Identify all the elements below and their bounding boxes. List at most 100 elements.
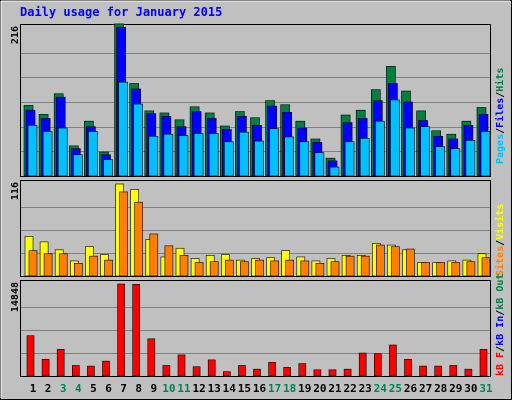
sites-bar <box>481 257 491 277</box>
kbytes-bar <box>449 365 458 377</box>
pages-bar <box>163 133 174 177</box>
x-axis-labels: 1 2 3 4 5 6 7 8 9 10 11 12 13 14 15 16 17 18 19 20 21 22 23 24 2… <box>30 382 493 395</box>
legend-sep: / <box>495 128 506 134</box>
sites-bar <box>406 248 415 277</box>
legend-kb-in: kB In <box>495 316 506 346</box>
kbytes-bar <box>328 369 337 377</box>
sites-bar <box>58 253 68 277</box>
kbytes-bar <box>177 354 186 377</box>
pages-bar <box>284 136 295 177</box>
kbytes-bar <box>283 367 292 377</box>
x-tick-label: 15 <box>238 382 251 395</box>
bottom-panel <box>20 280 491 377</box>
x-tick-label: 10 <box>162 382 175 395</box>
pages-bar <box>314 152 325 177</box>
pages-bar <box>435 146 446 177</box>
legend-visits: Visits <box>494 204 506 240</box>
x-tick-label: 4 <box>75 382 82 395</box>
pages-bar <box>57 127 68 177</box>
sites-bar <box>74 263 83 277</box>
sites-bar <box>466 261 476 277</box>
pages-bar <box>299 141 310 177</box>
pages-bar <box>239 131 249 177</box>
sites-bar <box>300 260 310 277</box>
sites-bar <box>28 250 38 277</box>
sites-bar <box>421 262 430 277</box>
sites-bar <box>104 259 113 277</box>
pages-bar <box>73 154 83 177</box>
kbytes-bar <box>56 349 65 377</box>
sites-bar <box>436 262 446 277</box>
kbytes-bar <box>464 368 473 377</box>
bottom-y-max-label: 14848 <box>10 282 21 312</box>
kbytes-bar <box>479 349 488 377</box>
pages-bar <box>465 140 476 177</box>
kbytes-bar <box>313 369 322 377</box>
kbytes-bar <box>147 338 156 377</box>
bottom-legend: kB F/kB In/kB Out <box>495 274 506 376</box>
sites-bar <box>391 246 400 277</box>
kbytes-bar <box>72 365 80 377</box>
sites-bar <box>209 261 219 277</box>
x-tick-label: 13 <box>208 382 221 395</box>
kbytes-bar <box>253 368 261 377</box>
legend-hits: Hits <box>494 68 506 92</box>
legend-sep: / <box>495 240 506 246</box>
pages-bar <box>133 103 143 177</box>
x-tick-label: 26 <box>404 382 418 395</box>
pages-bar <box>103 159 113 177</box>
pages-bar <box>224 141 234 177</box>
legend-sep: / <box>495 310 506 316</box>
sites-bar <box>43 253 53 277</box>
x-tick-label: 17 <box>268 382 281 395</box>
sites-bar <box>89 255 98 277</box>
sites-bar <box>164 245 174 277</box>
pages-bar <box>254 140 264 177</box>
sites-bar <box>270 260 279 277</box>
sites-bar <box>149 233 159 277</box>
kbytes-bar <box>102 360 110 377</box>
x-tick-label: 6 <box>105 382 112 395</box>
kbytes-bar <box>404 358 412 377</box>
x-tick-label: 24 <box>374 382 388 395</box>
sites-bar <box>194 262 204 277</box>
x-tick-label: 18 <box>283 382 296 395</box>
top-legend: Pages/Files/Hits <box>494 68 506 164</box>
x-tick-label: 2 <box>45 382 52 395</box>
kbytes-bar <box>192 366 201 377</box>
x-tick-label: 7 <box>120 382 127 395</box>
x-tick-label: 29 <box>449 382 462 395</box>
legend-kb-f: kB F <box>495 352 506 376</box>
legend-kb-out: kB Out <box>495 274 506 310</box>
pages-bar <box>88 131 98 177</box>
x-tick-label: 23 <box>359 382 372 395</box>
kbytes-bar <box>132 283 140 377</box>
x-tick-label: 19 <box>298 382 311 395</box>
middle-y-max-label: 116 <box>10 182 21 200</box>
legend-sep: / <box>495 346 506 352</box>
sites-bar <box>345 255 355 277</box>
legend-pages: Pages <box>495 134 506 164</box>
sites-bar <box>360 255 370 277</box>
kbytes-bar <box>87 365 95 377</box>
legend-sites: Sites <box>494 246 506 276</box>
pages-bar <box>344 141 355 177</box>
sites-bar <box>451 262 461 277</box>
sites-bar <box>330 261 340 277</box>
pages-bar <box>269 128 279 177</box>
kbytes-bar <box>343 368 352 377</box>
x-tick-label: 16 <box>253 382 267 395</box>
x-tick-label: 3 <box>60 382 67 395</box>
sites-bar <box>315 263 325 277</box>
kbytes-bar <box>26 335 35 377</box>
pages-bar <box>420 126 430 177</box>
x-tick-label: 5 <box>90 382 97 395</box>
pages-bar <box>450 148 461 177</box>
pages-bar <box>359 138 370 177</box>
x-tick-label: 22 <box>343 382 356 395</box>
pages-bar <box>480 131 491 177</box>
kbytes-bar <box>162 365 171 377</box>
kbytes-bar <box>419 365 427 377</box>
